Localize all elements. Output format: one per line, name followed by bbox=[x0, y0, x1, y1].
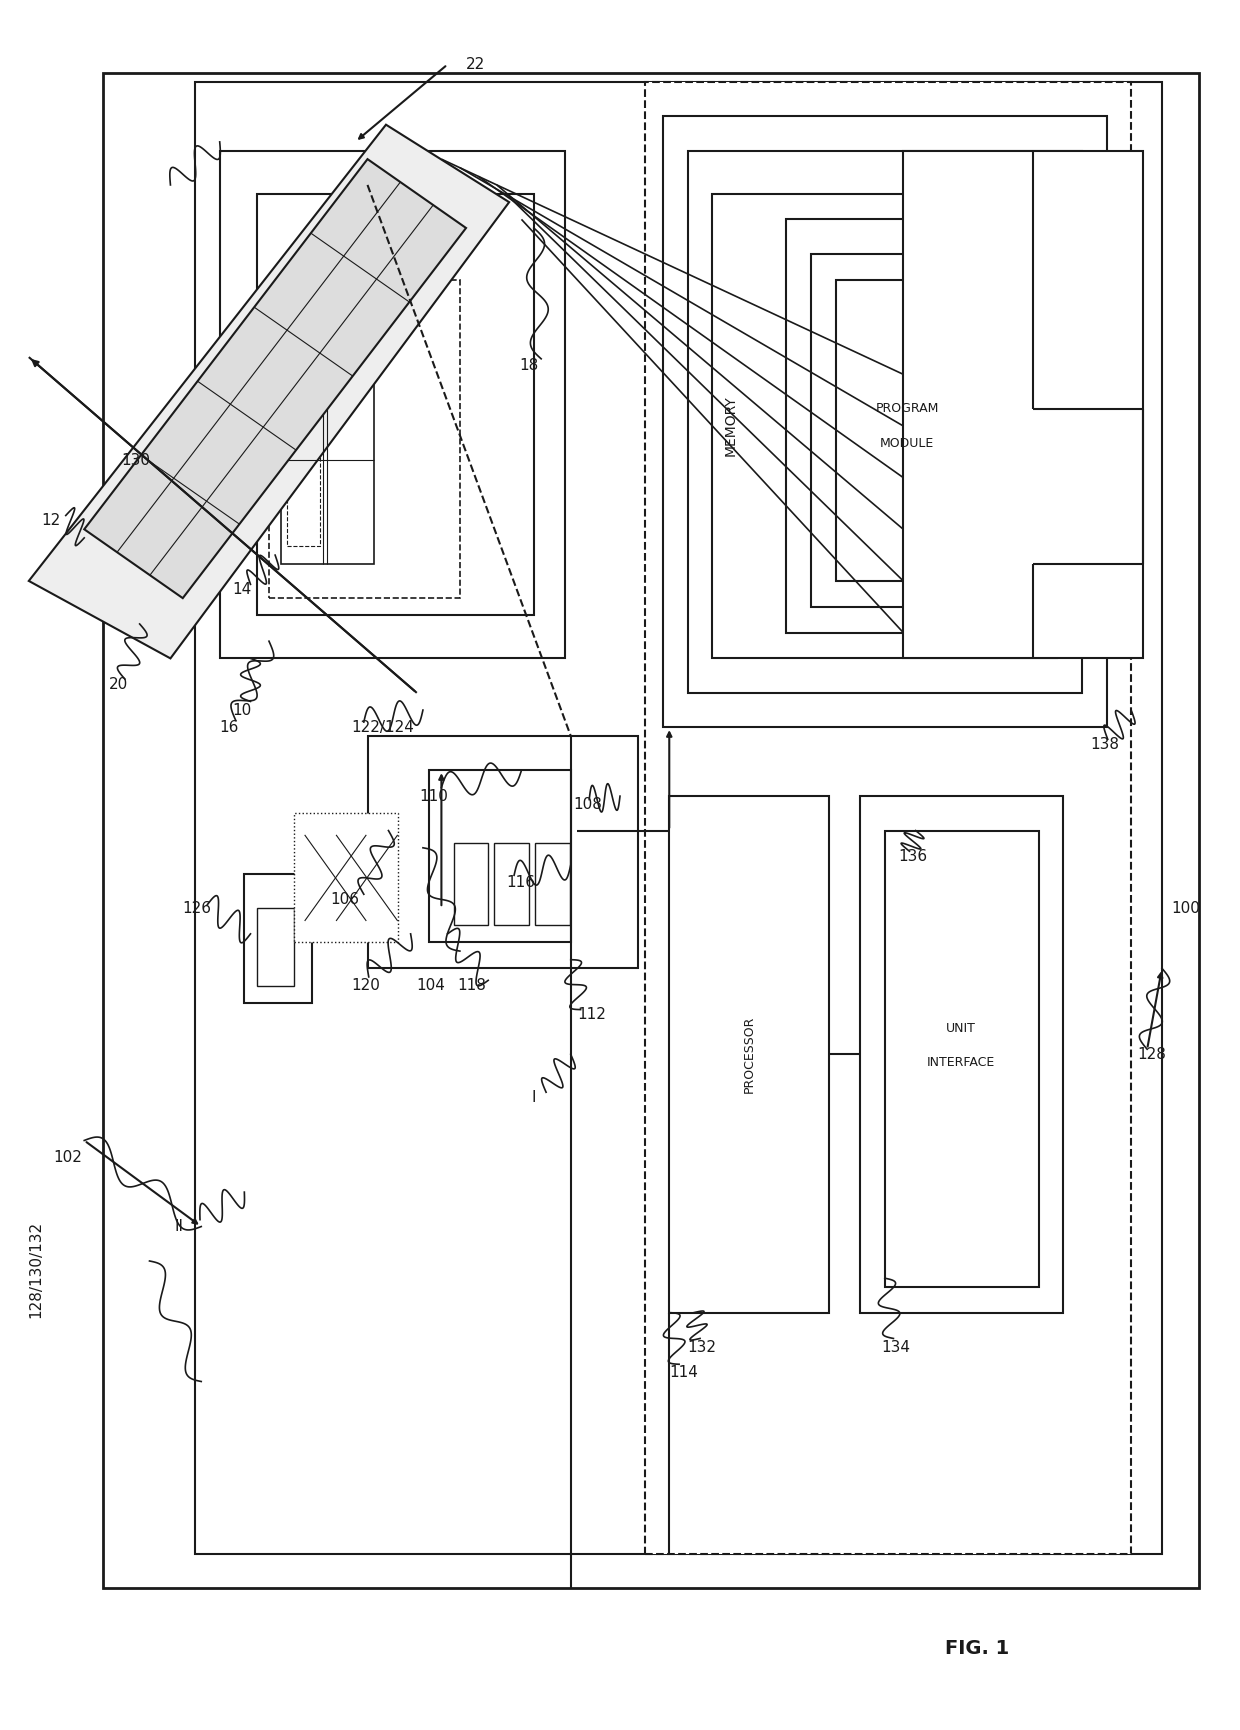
Bar bbox=[195, 81, 1162, 1554]
Bar bbox=[885, 830, 1039, 1287]
Text: 16: 16 bbox=[219, 720, 239, 735]
Bar bbox=[257, 194, 533, 616]
Bar bbox=[495, 843, 528, 926]
Bar bbox=[663, 116, 1106, 727]
Bar bbox=[534, 843, 569, 926]
Text: 20: 20 bbox=[109, 676, 128, 692]
Text: 112: 112 bbox=[577, 1007, 606, 1022]
Bar bbox=[454, 843, 489, 926]
Text: INTERFACE: INTERFACE bbox=[928, 1057, 996, 1069]
Polygon shape bbox=[84, 159, 466, 599]
Text: 128/130/132: 128/130/132 bbox=[29, 1221, 43, 1318]
Text: 102: 102 bbox=[53, 1150, 82, 1166]
Text: 134: 134 bbox=[882, 1339, 910, 1355]
Bar bbox=[712, 194, 1058, 659]
Bar bbox=[219, 151, 564, 659]
Text: II: II bbox=[174, 1220, 184, 1233]
Text: 106: 106 bbox=[331, 893, 360, 907]
Text: 118: 118 bbox=[458, 977, 486, 993]
Text: 122/124: 122/124 bbox=[351, 720, 414, 735]
Text: 132: 132 bbox=[688, 1339, 717, 1355]
Bar bbox=[688, 151, 1081, 692]
Text: PROCESSOR: PROCESSOR bbox=[743, 1016, 756, 1093]
Text: FIG. 1: FIG. 1 bbox=[945, 1638, 1009, 1657]
Polygon shape bbox=[29, 125, 510, 659]
Bar bbox=[786, 220, 1027, 633]
Text: 114: 114 bbox=[670, 1365, 698, 1381]
Text: 120: 120 bbox=[351, 977, 381, 993]
Text: PROGRAM: PROGRAM bbox=[875, 403, 939, 415]
Bar bbox=[811, 254, 1002, 607]
Text: MODULE: MODULE bbox=[880, 436, 934, 450]
Text: 104: 104 bbox=[417, 977, 445, 993]
Text: 108: 108 bbox=[573, 798, 603, 813]
Bar bbox=[670, 796, 830, 1313]
Text: 136: 136 bbox=[898, 849, 928, 863]
Bar bbox=[244, 874, 312, 1003]
Bar bbox=[903, 151, 1143, 659]
Text: 130: 130 bbox=[122, 453, 150, 467]
Text: 128: 128 bbox=[1137, 1047, 1166, 1062]
Text: 138: 138 bbox=[1090, 737, 1120, 753]
Text: 12: 12 bbox=[41, 514, 61, 528]
Text: 110: 110 bbox=[419, 789, 448, 804]
Bar bbox=[257, 908, 294, 986]
Text: 126: 126 bbox=[182, 901, 212, 915]
Bar bbox=[429, 770, 570, 943]
Text: 22: 22 bbox=[466, 57, 485, 73]
Text: 18: 18 bbox=[520, 358, 538, 374]
Bar bbox=[103, 73, 1199, 1588]
Bar bbox=[281, 356, 373, 564]
Text: 10: 10 bbox=[232, 702, 252, 718]
Text: 100: 100 bbox=[1172, 901, 1200, 915]
Bar bbox=[367, 735, 639, 969]
Bar bbox=[294, 813, 398, 943]
Bar bbox=[288, 422, 320, 547]
Text: I: I bbox=[531, 1090, 536, 1105]
Text: UNIT: UNIT bbox=[946, 1022, 976, 1035]
Text: 116: 116 bbox=[507, 875, 536, 889]
Bar bbox=[861, 796, 1064, 1313]
Text: MEMORY: MEMORY bbox=[724, 396, 738, 457]
Bar bbox=[269, 280, 460, 599]
Bar bbox=[836, 280, 977, 581]
Text: 14: 14 bbox=[232, 581, 252, 597]
Bar bbox=[645, 81, 1131, 1554]
